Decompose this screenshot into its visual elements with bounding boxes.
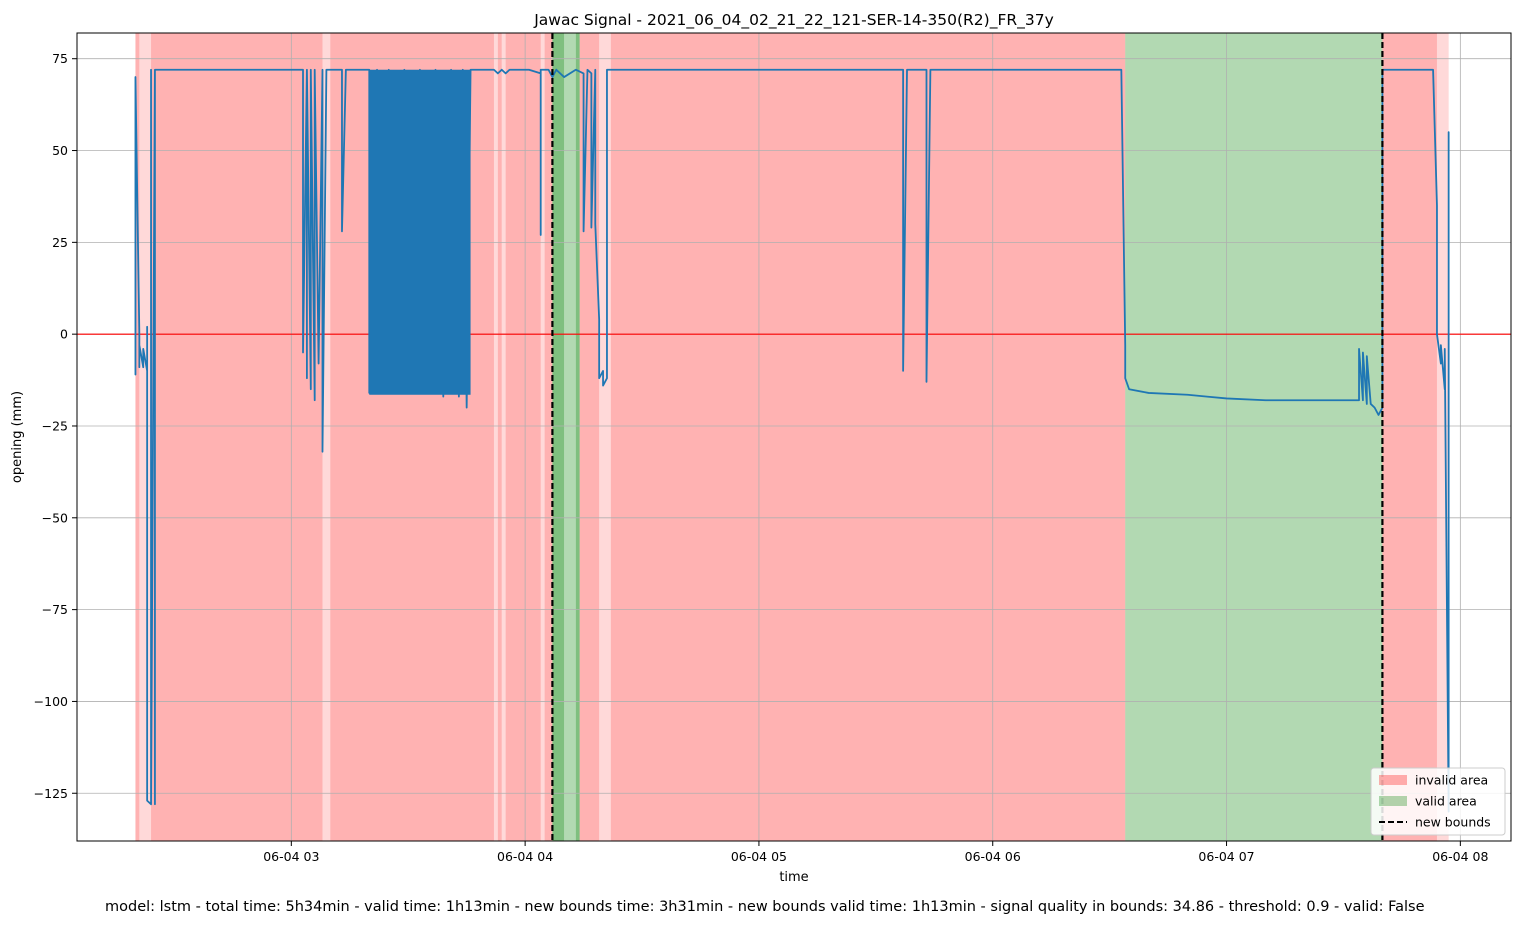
legend-swatch-0 [1379,775,1407,785]
invalid-region-8 [505,33,541,841]
legend-label-1: valid area [1415,794,1477,809]
axes-layer: 06-04 03 06-04 04 06-04 05 06-04 06 06-04 07… [34,32,1512,864]
invalid-region-6 [497,33,502,841]
x-tick-label-5: 06-04 08 [1432,849,1488,864]
legend-box [1370,767,1506,836]
x-axis-label: time [779,870,808,885]
y-tick-label-1: 50 [52,143,68,158]
x-tick-label-0: 06-04 03 [263,849,319,864]
y-tick-label-3: 0 [60,327,68,342]
legend: invalid area valid area new bounds [1370,767,1506,836]
valid-region-17 [1125,33,1383,841]
invalid-region-3 [322,33,331,841]
invalid-region-1 [139,33,152,841]
jawac-signal-chart: Jawac Signal - 2021_06_04_02_21_22_121-S… [10,11,1512,885]
region-layer [135,33,1449,841]
invalid-region-18 [1382,33,1437,841]
y-tick-label-5: −50 [42,510,68,525]
invalid-region-5 [493,33,498,841]
y-tick-label-8: −125 [34,786,68,801]
y-tick-label-6: −75 [42,602,68,617]
x-tick-label-1: 06-04 04 [497,849,553,864]
invalid-region-14 [579,33,600,841]
invalid-region-10 [544,33,553,841]
invalid-region-15 [599,33,611,841]
legend-label-0: invalid area [1415,773,1488,788]
series-layer [134,68,1450,813]
valid-region-11 [552,33,565,841]
y-tick-label-2: 25 [52,235,68,250]
legend-swatch-1 [1379,796,1407,806]
y-tick-label-4: −25 [42,418,68,433]
series-dense-oscillation-band [369,69,471,395]
y-tick-label-0: 75 [52,51,68,66]
invalid-region-0 [135,33,140,841]
x-tick-label-3: 06-04 06 [965,849,1021,864]
valid-region-12 [564,33,576,841]
invalid-region-19 [1436,33,1449,841]
invalid-region-7 [501,33,506,841]
invalid-region-16 [610,33,1126,841]
series-line-0 [134,68,1450,813]
y-axis-label: opening (mm) [10,391,25,483]
x-tick-label-2: 06-04 05 [731,849,787,864]
summary-footer: model: lstm - total time: 5h34min - vali… [0,899,1521,915]
valid-region-13 [575,33,580,841]
legend-label-2: new bounds [1415,815,1491,830]
invalid-region-2 [151,33,323,841]
summary-text: model: lstm - total time: 5h34min - vali… [105,899,1425,915]
chart-title: Jawac Signal - 2021_06_04_02_21_22_121-S… [533,11,1054,30]
invalid-region-9 [540,33,545,841]
plot-frame [76,32,1512,842]
x-tick-label-4: 06-04 07 [1198,849,1254,864]
y-tick-label-7: −100 [34,694,68,709]
